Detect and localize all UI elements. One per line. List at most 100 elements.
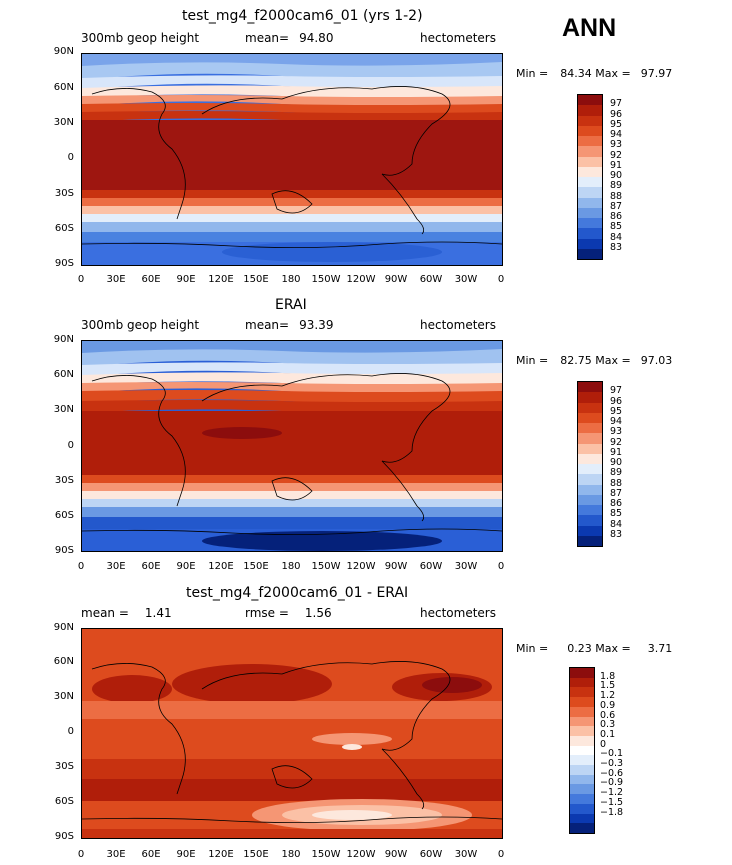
colorbar-swatch (570, 716, 594, 727)
panel-1-map-field (82, 54, 502, 265)
colorbar-swatch (570, 745, 594, 756)
panel-2-lat-tick: 60S (54, 510, 74, 521)
panel-3-lat-tick: 90S (54, 831, 74, 842)
colorbar-tick-label: −1.5 (600, 796, 624, 808)
panel-2-lat-tick: 30S (54, 475, 74, 486)
colorbar-tick-label: 1.8 (600, 670, 616, 682)
panel-2-lon-tick: 150W (311, 561, 341, 572)
panel-3-map (81, 628, 503, 839)
panel-1-mean-label: mean= (245, 31, 290, 45)
colorbar-tick-label: 93 (610, 139, 623, 151)
panel-3-rmse-value: 1.56 (304, 606, 332, 620)
colorbar-tick-label: 90 (610, 457, 623, 468)
panel-3-lon-tick: 120E (208, 849, 234, 860)
panel-3-lon-tick: 180 (281, 849, 301, 860)
panel-1-lon-tick: 0 (77, 274, 85, 285)
panel-1-lat-tick: 30N (53, 117, 74, 128)
colorbar-swatch (578, 382, 602, 393)
panel-1-minmax: Min = 84.34 Max = 97.97 (516, 67, 672, 80)
colorbar-swatch (578, 166, 602, 177)
colorbar-swatch (578, 207, 602, 218)
panel-2-mean-value: 93.39 (299, 318, 334, 332)
panel-1-min-value: 84.34 (560, 67, 592, 80)
panel-1-mean-value: 94.80 (299, 31, 334, 45)
panel-2-min-label: Min = (516, 354, 549, 367)
panel-3-min-value: 0.23 (567, 642, 592, 655)
panel-2-mean-label: mean= (245, 318, 290, 332)
colorbar-tick-label: −1.8 (600, 806, 624, 818)
colorbar-tick-label: 95 (610, 405, 623, 417)
colorbar-tick-label: 94 (610, 129, 623, 140)
colorbar-swatch (578, 443, 602, 454)
panel-1-colorbar (577, 94, 603, 260)
panel-1-max-value: 97.97 (640, 67, 673, 80)
colorbar-tick-label: −0.1 (600, 748, 624, 760)
panel-3-title: test_mg4_f2000cam6_01 - ERAI (186, 585, 409, 601)
colorbar-swatch (578, 156, 602, 167)
panel-2-lon-tick: 30E (106, 561, 126, 572)
panel-1-lon-tick: 90W (384, 274, 408, 285)
colorbar-swatch (578, 95, 602, 106)
panel-3-lat-tick: 30S (54, 761, 74, 772)
panel-3-rmse-label: rmse = (245, 606, 289, 620)
colorbar-tick-label: 91 (610, 159, 623, 171)
colorbar-swatch (570, 755, 594, 766)
panel-2-lon-tick: 150E (243, 561, 269, 572)
panel-1-lon-tick: 30W (454, 274, 478, 285)
colorbar-tick-label: 95 (610, 118, 623, 130)
colorbar-tick-label: 92 (610, 149, 623, 161)
panel-1-units: hectometers (420, 31, 496, 45)
panel-3-rmse: rmse = 1.56 (245, 606, 332, 620)
panel-3-colorbar (569, 667, 595, 834)
colorbar-swatch (578, 105, 602, 116)
panel-1-lon-tick: 150E (243, 274, 269, 285)
panel-1-lat-tick: 60N (53, 82, 74, 93)
colorbar-swatch (578, 125, 602, 136)
panel-3-lat-tick: 0 (67, 726, 74, 737)
colorbar-tick-label: −0.3 (600, 758, 624, 770)
colorbar-tick-label: 86 (610, 211, 623, 222)
colorbar-tick-label: 1.2 (600, 690, 616, 702)
colorbar-tick-label: 0 (600, 738, 607, 750)
panel-3-lon-tick: 30W (454, 849, 478, 860)
panel-1-title: test_mg4_f2000cam6_01 (yrs 1-2) (182, 8, 423, 24)
panel-2-lat-tick: 90N (53, 334, 74, 345)
panel-1-lat-tick: 60S (54, 223, 74, 234)
panel-2-colorbar-labels: 97 96 95 94 93 92 91 90 89 88 87 86 85 84 83 (610, 381, 650, 547)
colorbar-swatch (578, 412, 602, 423)
panel-3-lon-tick: 90W (384, 849, 408, 860)
colorbar-tick-label: 88 (610, 477, 623, 489)
colorbar-swatch (578, 146, 602, 157)
panel-1-lon-tick: 90E (176, 274, 196, 285)
season-label: ANN (562, 14, 617, 42)
colorbar-tick-label: 90 (610, 170, 623, 181)
colorbar-swatch (578, 177, 602, 188)
panel-2-map (81, 340, 503, 552)
panel-2-lon-tick: 0 (497, 561, 505, 572)
colorbar-swatch (570, 677, 594, 688)
panel-3-lat-tick: 60S (54, 796, 74, 807)
panel-2-lat-tick: 0 (67, 440, 74, 451)
panel-1-lat-tick: 30S (54, 188, 74, 199)
panel-1-lon-tick: 120W (346, 274, 376, 285)
colorbar-swatch (578, 238, 602, 249)
panel-1-mean: mean= 94.80 (245, 31, 333, 45)
colorbar-tick-label: 91 (610, 446, 623, 458)
panel-1-map (81, 53, 503, 266)
colorbar-swatch (578, 423, 602, 434)
colorbar-swatch (578, 505, 602, 516)
panel-2-title: ERAI (275, 297, 307, 313)
panel-3-lon-tick: 60W (419, 849, 443, 860)
panel-3-max-label: Max = (595, 642, 631, 655)
panel-2-lon-tick: 30W (454, 561, 478, 572)
colorbar-swatch (578, 433, 602, 444)
colorbar-swatch (578, 115, 602, 126)
panel-2-lat-tick: 60N (53, 369, 74, 380)
colorbar-swatch (570, 823, 594, 833)
colorbar-swatch (578, 535, 602, 546)
colorbar-tick-label: −0.6 (600, 767, 624, 779)
colorbar-tick-label: 97 (610, 385, 623, 397)
panel-2-lon-tick: 120E (208, 561, 234, 572)
colorbar-tick-label: 85 (610, 508, 623, 520)
colorbar-swatch (570, 813, 594, 824)
